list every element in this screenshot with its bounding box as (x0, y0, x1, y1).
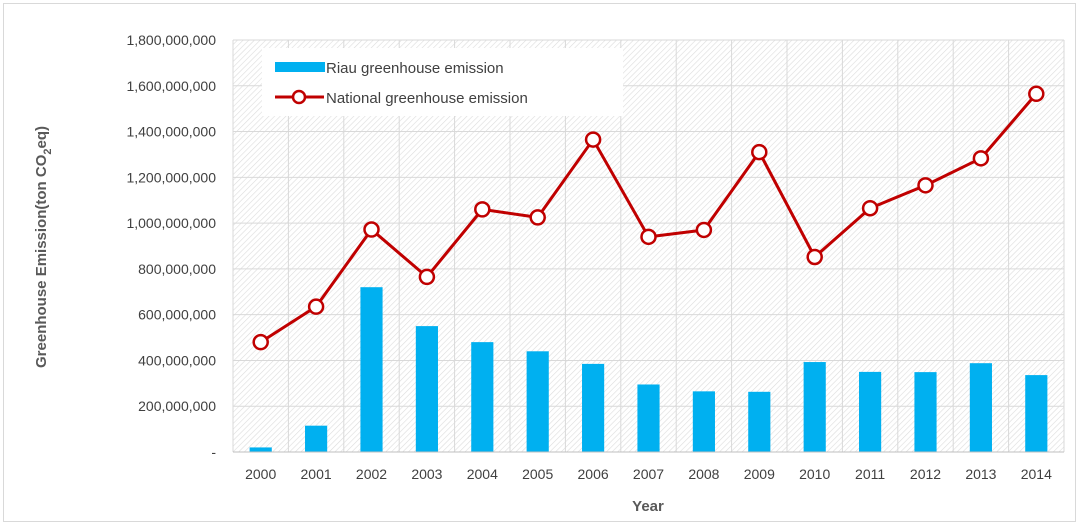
bar-riau (582, 363, 605, 452)
y-tick-label: 600,000,000 (138, 307, 216, 323)
bar-riau (969, 363, 992, 452)
x-tick-label: 2008 (688, 466, 719, 482)
y-tick-label: 1,000,000,000 (126, 215, 216, 231)
y-axis-title: Greenhouse Emission(ton CO2eq) (33, 126, 54, 368)
legend: Riau greenhouse emission National greenh… (262, 48, 623, 116)
y-tick-label: 400,000,000 (138, 352, 216, 368)
bar-riau (526, 351, 549, 452)
x-tick-label: 2005 (522, 466, 553, 482)
point-national (695, 221, 713, 239)
national-line (252, 85, 1045, 351)
bar-riau (249, 447, 272, 452)
x-tick-label: 2006 (578, 466, 609, 482)
x-tick-label: 2004 (467, 466, 498, 482)
x-tick-label: 2010 (799, 466, 830, 482)
x-tick-label: 2007 (633, 466, 664, 482)
y-tick-label: 1,600,000,000 (126, 78, 216, 94)
y-tick-label: 1,200,000,000 (126, 169, 216, 185)
point-national (252, 333, 269, 351)
x-axis-ticks: 2000 2001 2002 2003 2004 2005 2006 2007 2008 2009… (245, 466, 1052, 482)
x-axis-title: Year (632, 498, 664, 515)
x-tick-label: 2013 (965, 466, 996, 482)
y-tick-label: 1,800,000,000 (126, 32, 216, 48)
point-national (806, 248, 823, 266)
y-tick-label: 200,000,000 (138, 398, 216, 414)
bar-riau (415, 326, 438, 452)
x-tick-label: 2000 (245, 466, 276, 482)
point-national (584, 131, 602, 148)
point-national (640, 228, 657, 246)
bar-riau (748, 391, 771, 452)
bar-riau (859, 371, 882, 452)
x-tick-label: 2009 (744, 466, 775, 482)
bar-riau (305, 425, 328, 452)
point-national (751, 143, 768, 161)
point-national (972, 150, 990, 167)
x-tick-label: 2003 (411, 466, 442, 482)
x-tick-label: 2012 (910, 466, 941, 482)
bar-riau (803, 362, 826, 452)
y-tick-label: - (211, 444, 216, 460)
y-tick-label: 1,400,000,000 (126, 124, 216, 140)
legend-swatch-riau (275, 62, 325, 72)
point-national (1028, 85, 1045, 103)
point-national (861, 199, 879, 217)
x-tick-label: 2001 (301, 466, 332, 482)
x-tick-label: 2011 (855, 466, 885, 482)
point-national (307, 298, 325, 315)
legend-label-national: National greenhouse emission (326, 90, 528, 107)
bar-riau (1025, 375, 1048, 452)
bar-riau (637, 384, 660, 452)
x-tick-label: 2002 (356, 466, 387, 482)
bar-riau (471, 342, 494, 452)
y-axis-ticks: - 200,000,000 400,000,000 600,000,000 800,00… (126, 32, 216, 460)
point-national (418, 268, 436, 286)
bar-riau (914, 372, 937, 452)
point-national (474, 201, 491, 218)
point-national (917, 177, 934, 194)
legend-background (262, 48, 623, 116)
legend-label-riau: Riau greenhouse emission (326, 60, 504, 77)
riau-bars (249, 287, 1048, 452)
point-national (529, 209, 546, 226)
bar-riau (360, 287, 383, 452)
legend-swatch-national-marker (291, 89, 307, 105)
y-tick-label: 800,000,000 (138, 261, 216, 277)
point-national (363, 221, 380, 238)
x-tick-label: 2014 (1021, 466, 1052, 482)
bar-riau (692, 391, 715, 452)
